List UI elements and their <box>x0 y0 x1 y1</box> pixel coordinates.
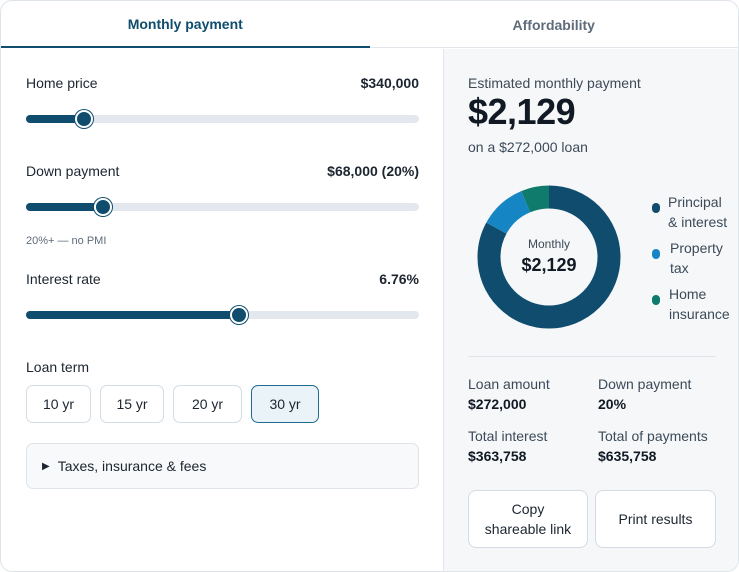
divider <box>468 356 716 357</box>
tab-bar: Monthly payment Affordability <box>1 1 738 48</box>
estimate-value: $2,129 <box>468 91 576 132</box>
legend-line: Principal <box>668 194 722 210</box>
loan-amount-value: $272,000 <box>468 396 527 412</box>
inputs-panel: Home price $340,000 Down payment $68,000… <box>1 49 443 571</box>
copy-shareable-link-button[interactable]: Copy shareable link <box>468 490 588 548</box>
down-payment-stat-value: 20% <box>598 396 627 412</box>
home-price-slider-thumb[interactable] <box>75 110 94 128</box>
pmi-hint: 20%+ — no PMI <box>26 235 107 247</box>
loan-term-label: Loan term <box>26 359 90 375</box>
down-payment-slider[interactable] <box>26 198 419 216</box>
legend-dot <box>652 249 660 259</box>
home-price-slider-fill <box>26 115 85 123</box>
total-payments-value: $635,758 <box>598 448 657 464</box>
interest-rate-slider[interactable] <box>26 306 419 324</box>
legend-home-insurance: Home insurance <box>652 284 730 324</box>
loan-note: on a $272,000 loan <box>468 139 588 155</box>
donut-center-label: Monthly <box>527 236 571 251</box>
tab-monthly-payment[interactable]: Monthly payment <box>1 1 370 48</box>
legend-line: & interest <box>668 214 728 230</box>
legend-line: tax <box>670 260 689 276</box>
total-payments-label: Total of payments <box>598 428 708 444</box>
total-interest-value: $363,758 <box>468 448 527 464</box>
tab-affordability[interactable]: Affordability <box>512 16 595 33</box>
interest-rate-label: Interest rate <box>26 271 101 287</box>
loan-term-15yr-button[interactable]: 15 yr <box>100 385 164 423</box>
loan-term-30yr-button[interactable]: 30 yr <box>251 385 319 423</box>
home-price-label: Home price <box>26 75 98 91</box>
legend-text: Home insurance <box>669 284 730 324</box>
copy-link-line: Copy <box>511 501 545 517</box>
loan-term-10yr-button[interactable]: 10 yr <box>26 385 91 423</box>
print-results-button[interactable]: Print results <box>595 490 716 548</box>
loan-term-20yr-button[interactable]: 20 yr <box>173 385 242 423</box>
down-payment-stat-label: Down payment <box>598 376 692 392</box>
donut-center-value: $2,129 <box>521 254 577 275</box>
legend-dot <box>652 203 660 213</box>
legend-line: insurance <box>669 306 730 322</box>
down-payment-slider-fill <box>26 203 104 211</box>
donut-slice-home-insurance <box>477 185 621 329</box>
loan-amount-label: Loan amount <box>468 376 550 392</box>
results-panel: Estimated monthly payment $2,129 on a $2… <box>443 49 738 571</box>
legend-principal-interest: Principal & interest <box>652 192 727 232</box>
home-price-value: $340,000 <box>360 75 419 91</box>
legend-dot <box>652 295 660 305</box>
copy-link-label: Copy shareable link <box>485 499 571 539</box>
caret-right-icon: ▶ <box>42 460 50 472</box>
home-price-slider[interactable] <box>26 110 419 128</box>
taxes-insurance-fees-expander[interactable]: ▶ Taxes, insurance & fees <box>26 443 419 489</box>
legend-line: Home <box>669 286 707 302</box>
interest-rate-slider-fill <box>26 311 240 319</box>
total-interest-label: Total interest <box>468 428 548 444</box>
interest-rate-slider-thumb[interactable] <box>230 306 249 324</box>
expander-label: Taxes, insurance & fees <box>57 458 207 474</box>
legend-line: Property <box>670 240 723 256</box>
legend-property-tax: Property tax <box>652 238 723 278</box>
estimate-label: Estimated monthly payment <box>468 75 641 91</box>
donut-center: Monthly $2,129 <box>474 182 624 332</box>
payment-breakdown-donut <box>477 185 621 329</box>
legend-text: Property tax <box>670 238 723 278</box>
down-payment-value: $68,000 (20%) <box>327 163 419 179</box>
down-payment-label: Down payment <box>26 163 120 179</box>
interest-rate-value: 6.76% <box>379 271 419 287</box>
loan-term-options: 10 yr 15 yr 20 yr 30 yr <box>26 385 319 423</box>
legend-text: Principal & interest <box>668 192 727 232</box>
down-payment-slider-thumb[interactable] <box>94 198 113 216</box>
copy-link-line: shareable link <box>484 521 572 537</box>
